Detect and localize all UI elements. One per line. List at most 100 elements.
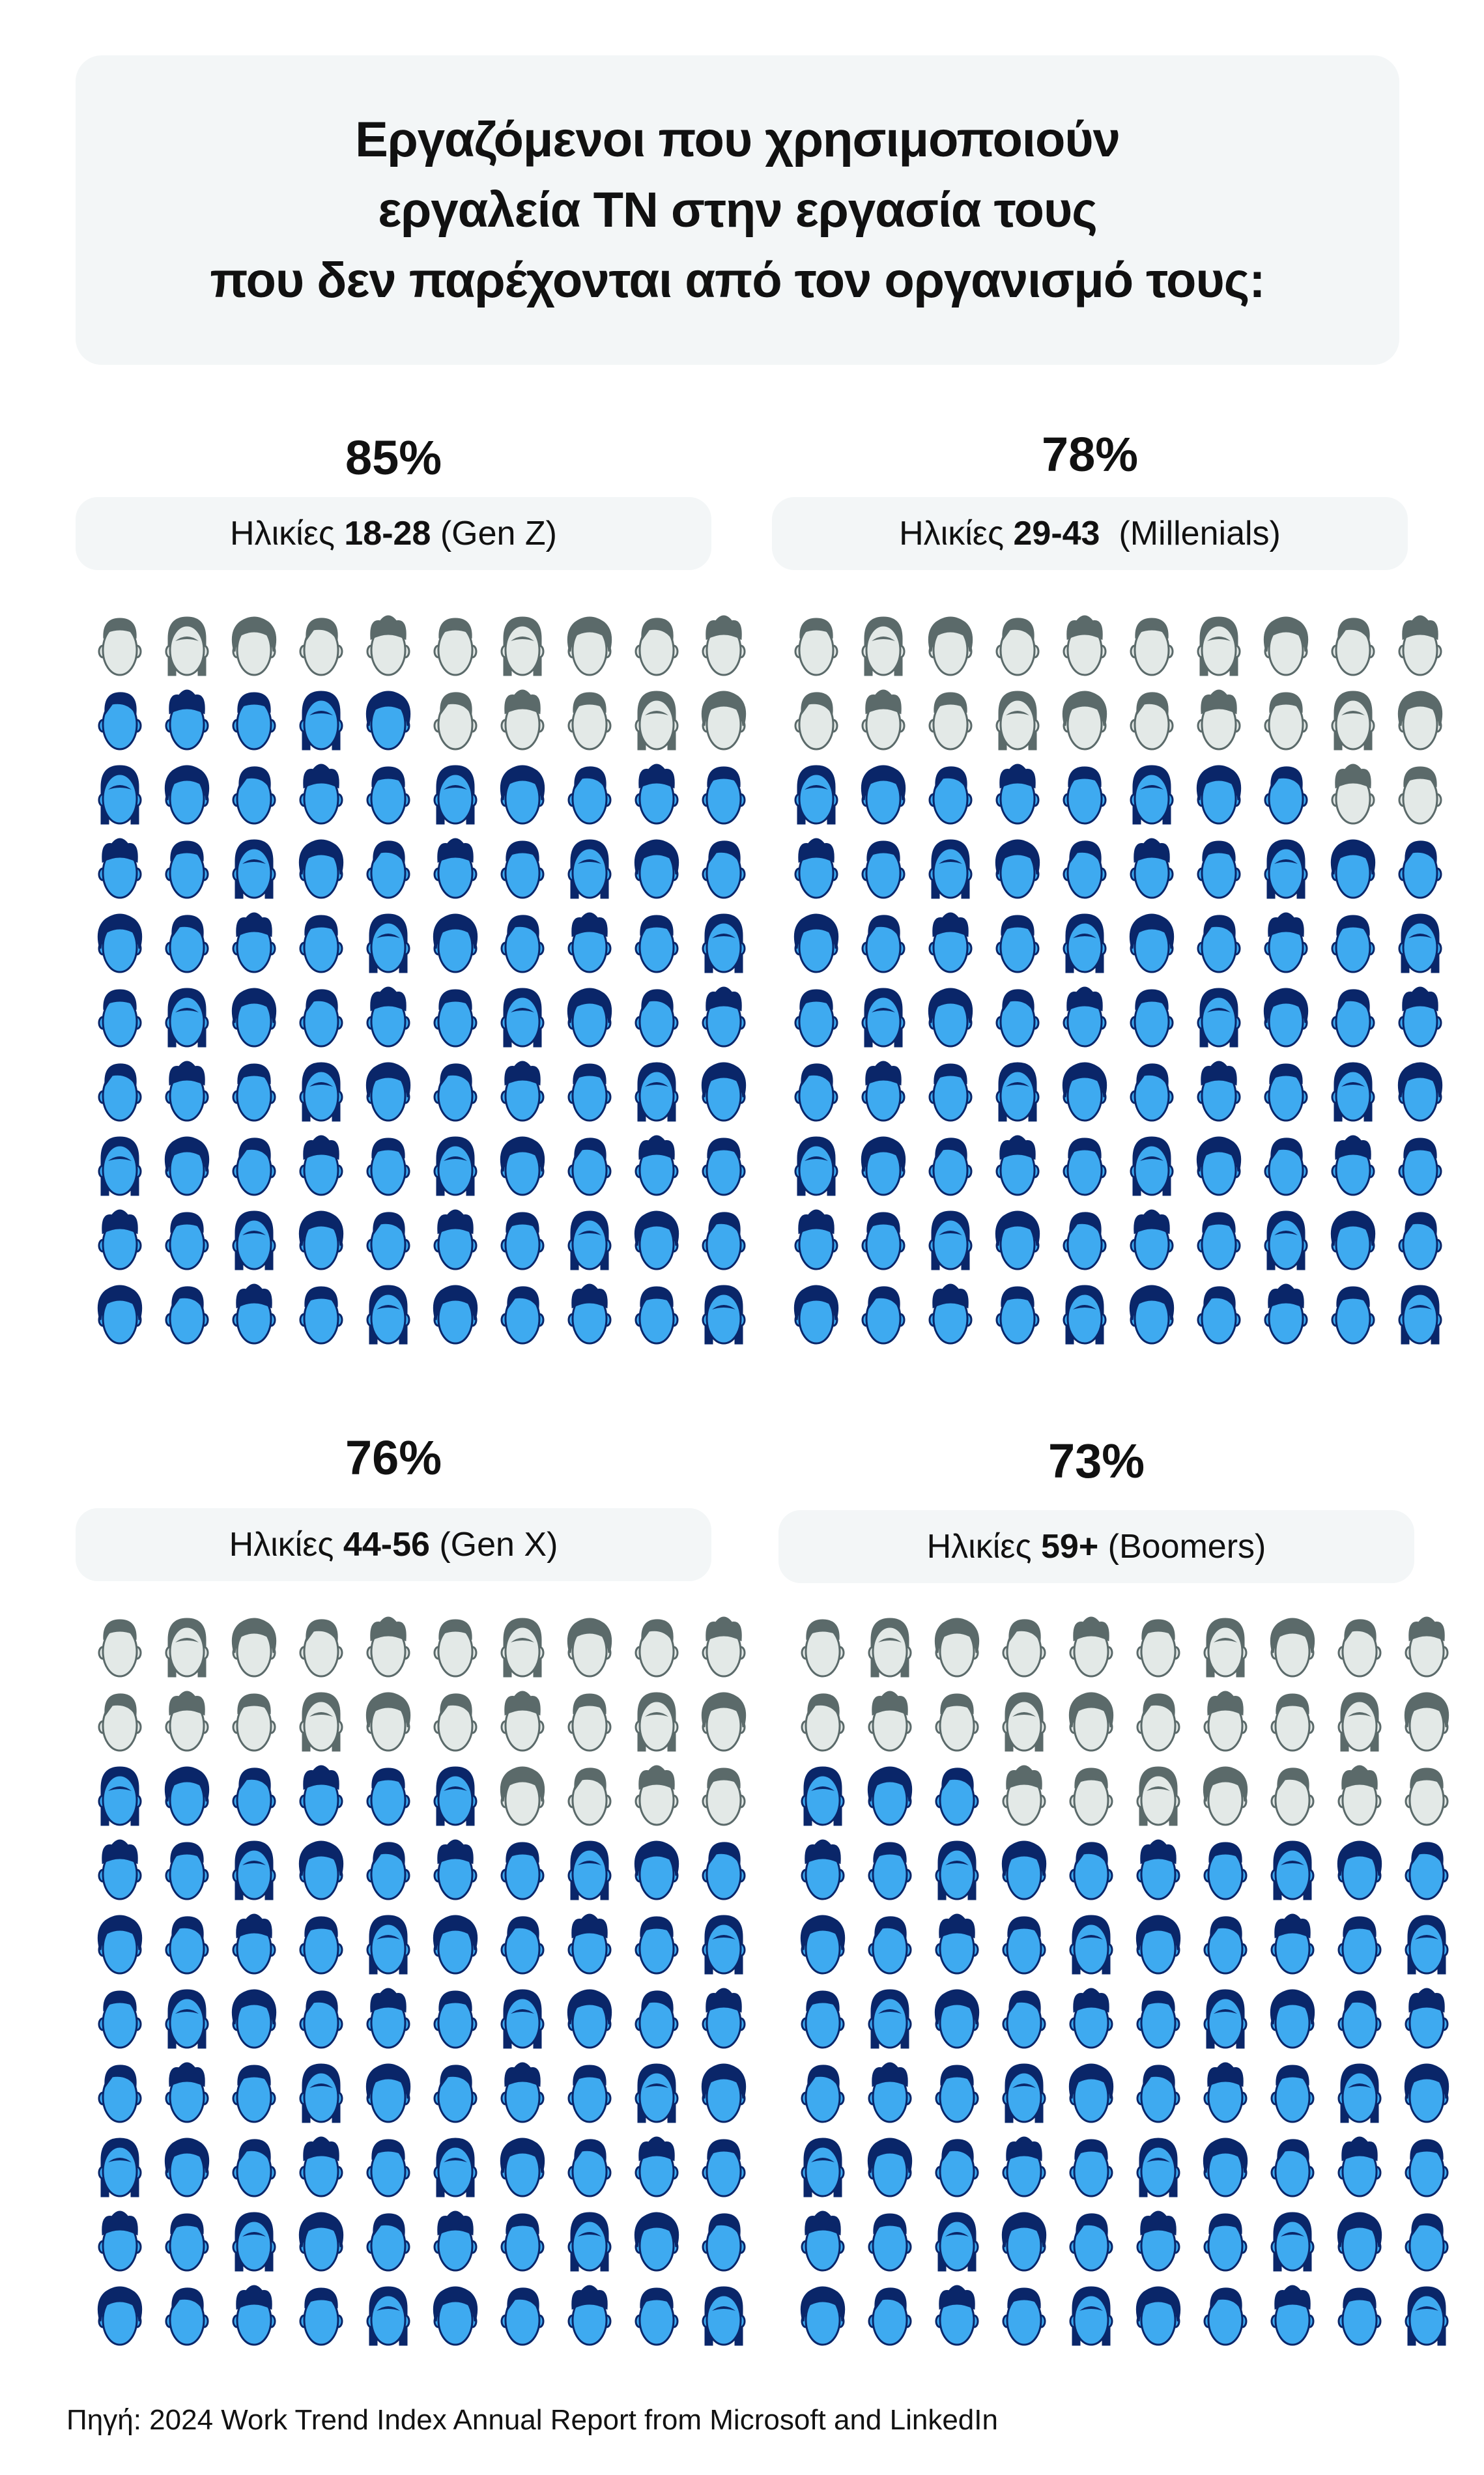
person-icon-using-ai [433,1136,478,1196]
person-icon-not-using-ai [433,1693,478,1752]
person-icon-using-ai [1136,2138,1180,2197]
person-icon-using-ai [634,2212,679,2272]
person-icon-using-ai [1203,1989,1248,2049]
person-icon-using-ai [1337,2212,1382,2272]
person-icon-using-ai [1398,840,1442,899]
person-icon-using-ai [299,1990,343,2049]
person-icon-using-ai [1405,1988,1449,2049]
person-icon-using-ai [1270,2139,1315,2197]
person-icon-not-using-ai [231,1618,277,1678]
percent-value: 73% [1048,1434,1145,1488]
person-icon-using-ai [567,912,612,973]
person-icon-using-ai [567,2139,612,2197]
person-icon-using-ai [366,766,410,825]
person-icon-using-ai [165,840,209,899]
person-icon-using-ai [868,1916,912,1975]
person-icon-not-using-ai [567,616,612,676]
person-icon-not-using-ai [635,618,679,676]
person-icon-using-ai [701,1062,747,1122]
percent-value: 78% [1041,427,1139,481]
person-icon-using-ai [1069,2286,1113,2346]
person-icon-using-ai [868,1842,912,1900]
person-icon-using-ai [1331,1062,1375,1122]
person-icon-using-ai [1270,2065,1315,2123]
person-icon-using-ai [232,1767,276,1826]
person-icon-not-using-ai [635,1692,679,1752]
person-icon-using-ai [794,989,838,1048]
person-icon-using-ai [1397,1062,1443,1122]
person-icon-using-ai [1069,1842,1113,1900]
person-icon-using-ai [1337,2063,1382,2123]
person-icon-not-using-ai [1264,692,1308,751]
person-icon-using-ai [1063,913,1107,973]
person-icon-using-ai [567,1137,612,1196]
person-icon-using-ai [1337,1840,1382,1900]
person-icon-not-using-ai [366,615,410,676]
person-icon-using-ai [634,1840,679,1900]
person-icon-using-ai [97,2286,143,2346]
person-icon-not-using-ai [1405,1767,1449,1826]
person-icon-using-ai [1136,2065,1180,2123]
person-icon-using-ai [1330,839,1376,899]
person-icon-using-ai [165,1061,209,1122]
person-icon-using-ai [98,1063,142,1122]
person-icon-using-ai [1203,2213,1248,2272]
person-icon-using-ai [1404,2063,1449,2123]
person-icon-using-ai [433,1990,478,2049]
person-icon-using-ai [928,839,973,899]
person-icon-using-ai [801,1839,845,1900]
person-icon-not-using-ai [1337,1619,1382,1678]
person-icon-using-ai [97,1915,143,1975]
person-icon-using-ai [1337,1990,1382,2049]
person-icon-using-ai [232,1913,276,1975]
person-icon-using-ai [1263,988,1309,1048]
person-icon-using-ai [1063,1285,1107,1345]
person-icon-using-ai [366,1842,410,1900]
person-icon-not-using-ai [635,691,679,751]
person-icon-using-ai [98,989,142,1048]
person-icon-not-using-ai [935,1693,979,1752]
person-icon-not-using-ai [567,692,612,751]
person-icon-using-ai [299,989,343,1048]
person-icon-using-ai [164,1136,210,1196]
person-icon-using-ai [1203,2062,1248,2123]
person-icon-using-ai [500,2213,545,2272]
person-icon-using-ai [299,2287,343,2346]
person-icon-using-ai [1264,1137,1308,1196]
person-icon-using-ai [702,2213,746,2272]
person-icon-using-ai [366,2213,410,2272]
person-icon-using-ai [635,2063,679,2123]
person-icon-using-ai [1203,1842,1248,1900]
person-icon-using-ai [365,2063,411,2123]
title-line-1: Εργαζόμενοι που χρησιμοποιούν [355,111,1120,167]
person-icon-using-ai [794,765,838,825]
person-icon-using-ai [299,1286,343,1345]
person-icon-not-using-ai [1002,1765,1046,1826]
person-icon-using-ai [1405,1915,1449,1975]
person-icon-not-using-ai [1337,1765,1382,1826]
person-icon-using-ai [793,1285,839,1345]
person-icon-using-ai [995,839,1040,899]
person-icon-not-using-ai [1197,689,1241,751]
person-icon-using-ai [928,1063,973,1122]
person-icon-using-ai [635,989,679,1048]
person-icon-not-using-ai [500,1618,545,1678]
person-icon-using-ai [801,1766,845,1826]
person-icon-using-ai [365,691,411,751]
person-icon-not-using-ai [1197,616,1241,676]
title-box: Εργαζόμενοι που χρησιμοποιούν εργαλεία Τ… [76,55,1399,365]
person-icon-using-ai [232,1283,276,1345]
person-icon-using-ai [1398,986,1442,1048]
person-icon-using-ai [1337,1916,1382,1975]
person-icon-using-ai [1069,2139,1113,2197]
person-icon-not-using-ai [702,615,746,676]
person-icon-using-ai [1203,1916,1248,1975]
person-icon-using-ai [702,2286,746,2346]
person-icon-using-ai [165,1842,209,1900]
person-icon-not-using-ai [433,618,478,676]
person-icon-using-ai [1063,766,1107,825]
person-icon-using-ai [366,2286,410,2346]
person-icon-using-ai [868,2287,912,2346]
person-icon-using-ai [98,765,142,825]
person-icon-using-ai [365,1062,411,1122]
